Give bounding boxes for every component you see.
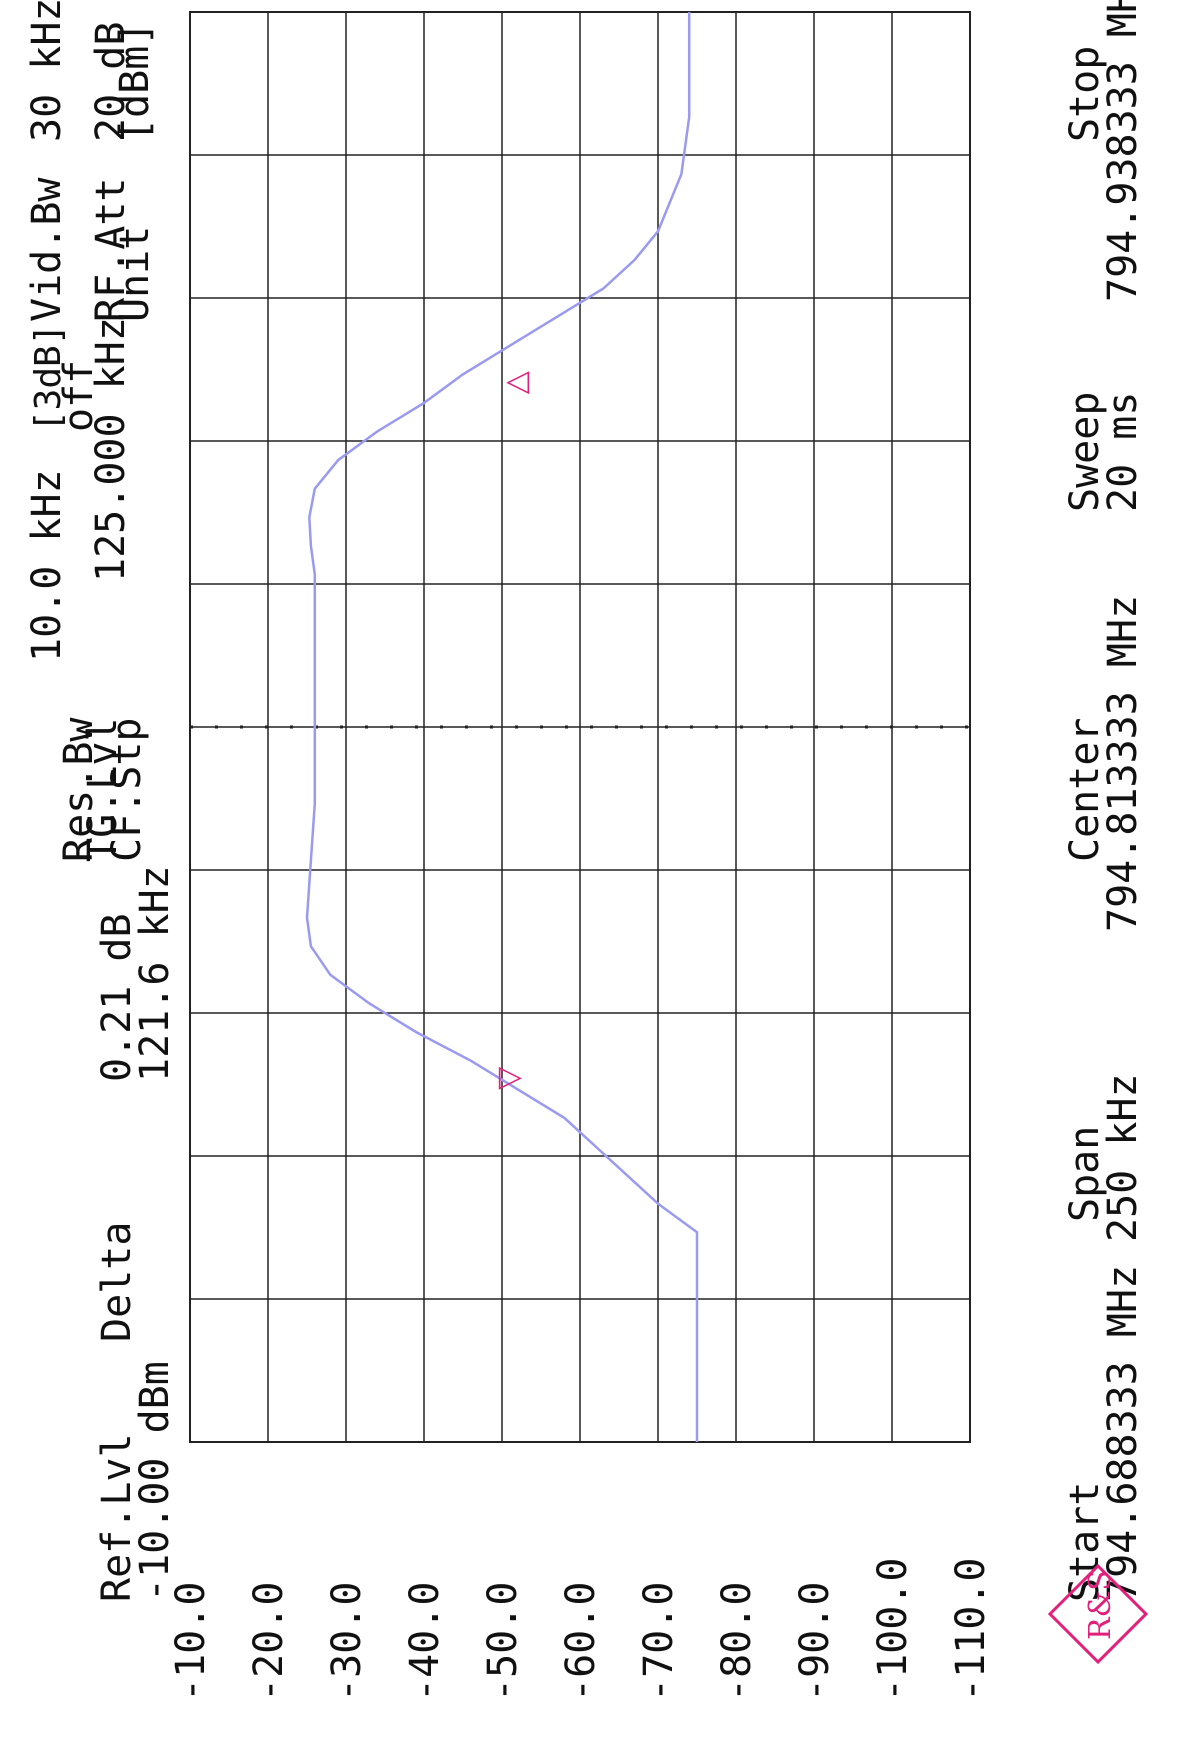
- header: Ref.Lvl -10.00 dBm Delta 0.21 dB 121.6 k…: [24, 0, 178, 1602]
- rf-att-label: RF.Att: [88, 178, 134, 323]
- plot-area: ▽△: [189, 11, 971, 1443]
- footer: Start 794.688333 MHz Span 250 kHz Center…: [1062, 0, 1146, 1602]
- stop-label: Stop: [1062, 46, 1108, 142]
- spectrum-trace: [305, 12, 699, 1442]
- delta-marker-1: ▽: [491, 1067, 526, 1090]
- span-label: Span: [1062, 1126, 1108, 1222]
- y-tick-label: -40.0: [402, 1582, 448, 1702]
- y-tick-label: -80.0: [714, 1582, 760, 1702]
- res-bw-value: 10.0 kHz: [24, 469, 70, 662]
- start-label: Start: [1062, 1482, 1108, 1602]
- y-axis-ticks: -10.0 -20.0 -30.0 -40.0 -50.0 -60.0 -70.0 -80.0…: [168, 1558, 994, 1703]
- y-tick-label: -50.0: [480, 1582, 526, 1702]
- sweep-value: 20 ms: [1100, 392, 1146, 512]
- vid-bw-value: 30 kHz: [24, 0, 70, 142]
- stop-value: 794.938333 MHz: [1100, 0, 1146, 302]
- y-tick-label: -70.0: [636, 1582, 682, 1702]
- y-tick-label: -60.0: [558, 1582, 604, 1702]
- ref-level-label: Ref.Lvl: [94, 1433, 140, 1602]
- y-tick-label: -90.0: [792, 1582, 838, 1702]
- cf-stp-value: 125.000 kHz: [88, 317, 134, 582]
- rs-logo-icon: R&S: [1047, 1563, 1149, 1665]
- tg-lvl-value: off: [56, 360, 102, 432]
- unit-value: [dBm]: [112, 22, 158, 142]
- rf-att-value: 20 dB: [88, 22, 134, 142]
- center-value: 794.813333 MHz: [1100, 595, 1146, 932]
- res-bw-label: Res.Bw: [56, 717, 102, 862]
- y-tick-label: -30.0: [324, 1582, 370, 1702]
- ref-level-value: -10.00 dBm: [132, 1361, 178, 1602]
- delta-db-value: 0.21 dB: [94, 913, 140, 1082]
- logo-text: R&S: [1083, 1570, 1118, 1640]
- span-value: 250 kHz: [1100, 1073, 1146, 1242]
- center-label: Center: [1062, 718, 1108, 863]
- y-tick-label: -110.0: [948, 1558, 994, 1703]
- res-bw-note: [3dB]: [28, 324, 69, 432]
- delta-freq-value: 121.6 kHz: [132, 865, 178, 1082]
- y-tick-label: -20.0: [246, 1582, 292, 1702]
- y-tick-label: -100.0: [870, 1558, 916, 1703]
- y-tick-label: -10.0: [168, 1582, 214, 1702]
- vid-bw-label: Vid.Bw: [24, 177, 70, 322]
- start-value: 794.688333 MHz: [1100, 1265, 1146, 1602]
- delta-marker-2: △: [499, 371, 534, 394]
- tg-lvl-label: TG.Lvl: [80, 718, 126, 863]
- cf-stp-label: CF.Stp: [104, 718, 150, 863]
- sweep-label: Sweep: [1062, 392, 1108, 512]
- mode-label: Delta: [94, 1222, 140, 1342]
- unit-label: Unit: [112, 226, 158, 322]
